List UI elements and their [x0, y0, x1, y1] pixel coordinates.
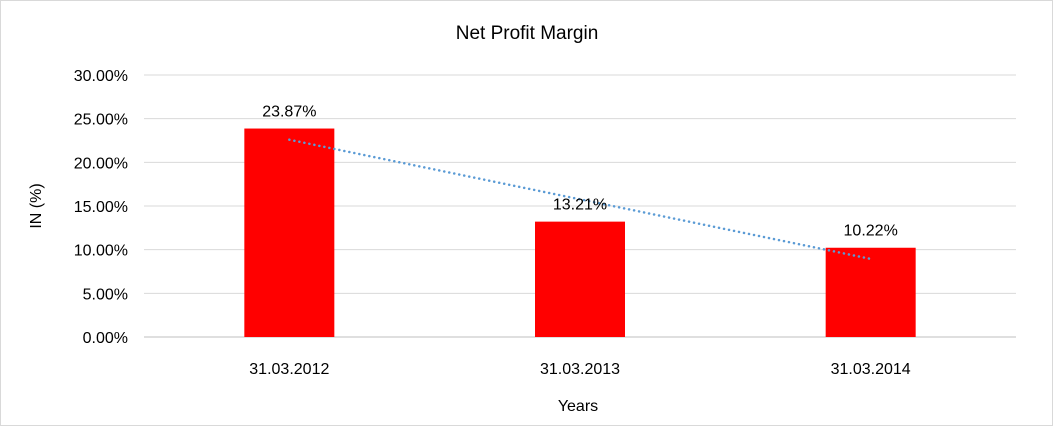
y-tick-label: 30.00%: [74, 68, 128, 85]
y-tick-label: 10.00%: [74, 243, 128, 260]
bar: [825, 247, 916, 337]
y-tick-label: 20.00%: [74, 155, 128, 172]
data-label: 13.21%: [553, 197, 607, 214]
x-tick-label: 31.03.2012: [249, 361, 329, 378]
data-label: 23.87%: [262, 104, 316, 121]
x-tick-label: 31.03.2014: [831, 361, 911, 378]
y-tick-label: 25.00%: [74, 112, 128, 129]
chart-title: Net Profit Margin: [456, 23, 599, 44]
bar: [535, 221, 625, 337]
bar: [244, 128, 335, 337]
y-tick-label: 5.00%: [83, 286, 128, 303]
x-tick-label: 31.03.2013: [540, 361, 620, 378]
y-axis-label: IN (%): [28, 183, 45, 228]
trendline: [288, 138, 872, 261]
y-tick-label: 15.00%: [74, 199, 128, 216]
x-axis-label: Years: [558, 398, 598, 415]
data-label: 10.22%: [844, 223, 898, 240]
y-tick-label: 0.00%: [83, 330, 128, 347]
